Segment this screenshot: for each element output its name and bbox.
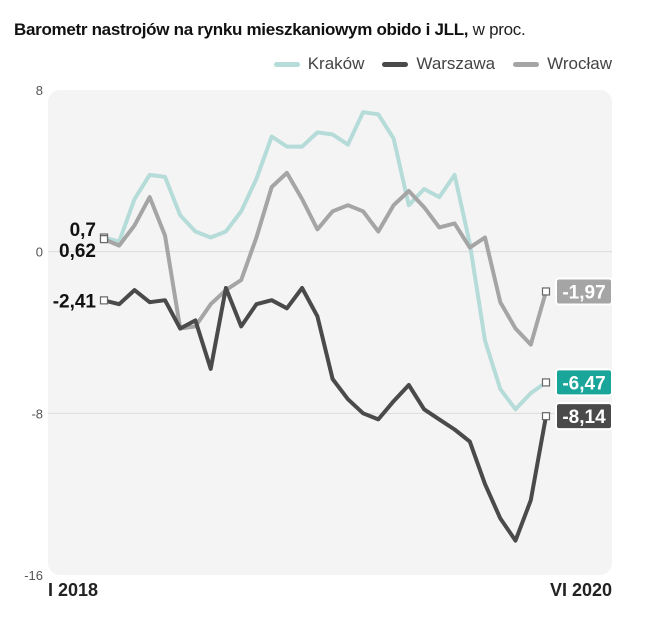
- chart-legend: Kraków Warszawa Wrocław: [273, 54, 612, 74]
- legend-item-wroclaw: Wrocław: [513, 54, 612, 74]
- legend-label-wroclaw: Wrocław: [547, 54, 612, 73]
- end-label-box-krakow: [555, 368, 613, 397]
- end-label-box-wroclaw: [555, 277, 613, 306]
- chart-title: Barometr nastrojów na rynku mieszkaniowy…: [14, 20, 526, 40]
- point-marker-end-warszawa: [541, 412, 551, 421]
- legend-swatch-wroclaw: [513, 61, 540, 67]
- y-tick-label: -8: [31, 406, 43, 421]
- end-label-box-warszawa: [555, 402, 613, 431]
- legend-label-krakow: Kraków: [307, 54, 365, 73]
- y-tick-label: 0: [36, 245, 43, 260]
- legend-swatch-warszawa: [382, 61, 409, 67]
- start-label-warszawa: -2,41: [53, 291, 97, 312]
- series-line-wroclaw: [102, 170, 548, 347]
- point-marker-end-krakow: [541, 378, 551, 387]
- end-label-wroclaw: -1,97: [562, 282, 605, 303]
- legend-item-krakow: Kraków: [273, 54, 365, 74]
- y-tick-label: -16: [24, 568, 43, 583]
- series-line-warszawa: [102, 286, 548, 543]
- end-label-warszawa: -8,14: [562, 407, 606, 428]
- legend-item-warszawa: Warszawa: [382, 54, 495, 74]
- point-marker-end-wroclaw: [541, 287, 551, 296]
- series-line-krakow: [102, 110, 548, 412]
- y-tick-label: 8: [36, 83, 43, 98]
- start-label-wroclaw: 0,62: [59, 241, 96, 262]
- legend-swatch-krakow: [273, 61, 300, 67]
- chart-title-main: Barometr nastrojów na rynku mieszkaniowy…: [14, 20, 469, 39]
- plot-area: [48, 90, 612, 575]
- end-label-krakow: -6,47: [562, 373, 605, 394]
- legend-label-warszawa: Warszawa: [416, 54, 496, 73]
- point-marker-start-warszawa: [99, 296, 109, 305]
- x-tick-label: I 2018: [48, 580, 98, 600]
- x-tick-label: VI 2020: [550, 580, 612, 600]
- start-label-krakow: 0,7: [70, 220, 96, 241]
- point-marker-start-wroclaw: [99, 235, 109, 244]
- chart-title-unit: w proc.: [472, 20, 526, 39]
